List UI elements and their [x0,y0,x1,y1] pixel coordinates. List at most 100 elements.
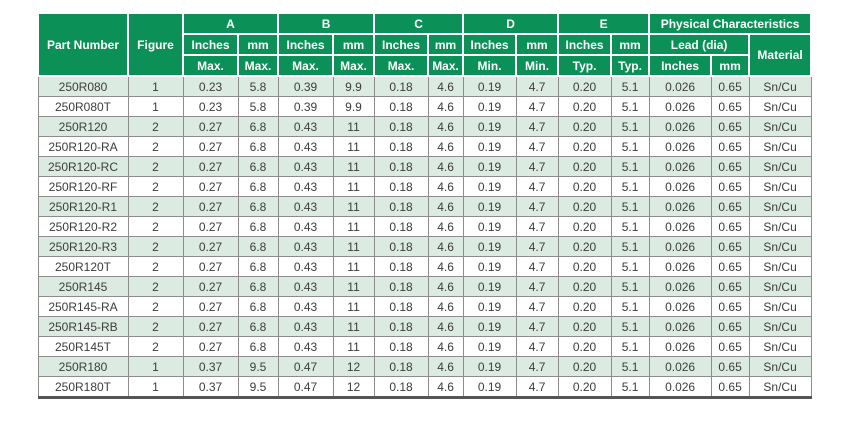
value-cell: 0.19 [462,156,517,177]
value-cell: 4.6 [427,256,464,277]
value-cell: 2 [127,336,184,357]
value-cell: Sn/Cu [748,376,812,398]
value-cell: 0.20 [557,356,612,377]
value-cell: 4.6 [427,196,464,217]
part-number-cell: 250R145-RB [37,316,129,337]
value-cell: 4.7 [515,156,559,177]
value-cell: 0.43 [277,316,334,337]
value-cell: 5.1 [610,296,650,317]
value-cell: 0.23 [182,75,239,97]
value-cell: 0.18 [373,196,429,217]
value-cell: 4.6 [427,336,464,357]
header-e-mm: mm [610,33,651,56]
table-row: 250R145-RA 2 0.27 6.8 0.43 11 0.18 4.6 0.19 4.7 0.… [37,296,812,317]
header-d-inches-min: Min. [462,54,518,77]
header-group-e: E [557,12,651,35]
value-cell: 0.27 [182,296,239,317]
header-lead-inches: Inches [648,54,713,77]
value-cell: 0.39 [277,75,334,97]
header-physical-characteristics: Physical Characteristics [648,12,813,35]
value-cell: 4.7 [515,356,559,377]
value-cell: 0.27 [182,256,239,277]
part-number-cell: 250R180T [37,376,129,398]
value-cell: 0.026 [648,136,712,157]
value-cell: 4.7 [515,296,559,317]
value-cell: 6.8 [237,196,279,217]
header-row-qualifiers: Max. Max. Max. Max. Max. Max. Min. Min. … [38,54,811,77]
value-cell: 1 [127,96,184,117]
value-cell: 0.43 [277,156,334,177]
value-cell: 2 [127,256,184,277]
value-cell: 5.1 [610,75,650,97]
header-material: Material [748,33,813,77]
value-cell: 0.20 [557,96,612,117]
value-cell: 0.20 [557,376,612,398]
value-cell: 6.8 [237,136,279,157]
value-cell: Sn/Cu [748,196,812,217]
spec-table: Part Number Figure A B C D E Physical Ch… [37,12,813,399]
value-cell: 0.37 [182,356,239,377]
part-number-cell: 250R120-R2 [37,216,129,237]
value-cell: 0.19 [462,216,517,237]
value-cell: 11 [332,196,375,217]
value-cell: 4.6 [427,96,464,117]
value-cell: Sn/Cu [748,216,812,237]
value-cell: 0.026 [648,316,712,337]
value-cell: 11 [332,116,375,137]
value-cell: 0.19 [462,116,517,137]
value-cell: 6.8 [237,256,279,277]
value-cell: 5.1 [610,136,650,157]
header-b-inches-max: Max. [277,54,335,77]
header-c-mm-max: Max. [427,54,465,77]
value-cell: Sn/Cu [748,176,812,197]
value-cell: 4.6 [427,216,464,237]
header-e-inches-typ: Typ. [557,54,613,77]
value-cell: 0.27 [182,176,239,197]
value-cell: 0.27 [182,236,239,257]
value-cell: 0.43 [277,116,334,137]
value-cell: 0.20 [557,256,612,277]
table-row: 250R120-R2 2 0.27 6.8 0.43 11 0.18 4.6 0.19 4.7 0.… [37,216,812,237]
value-cell: Sn/Cu [748,136,812,157]
value-cell: 9.9 [332,96,375,117]
value-cell: 0.19 [462,296,517,317]
value-cell: 0.43 [277,136,334,157]
value-cell: 2 [127,276,184,297]
value-cell: 0.65 [710,96,750,117]
header-a-inches-max: Max. [182,54,239,77]
value-cell: 0.65 [710,236,750,257]
table-row: 250R145T 2 0.27 6.8 0.43 11 0.18 4.6 0.19 4.7 0.20… [37,336,812,357]
value-cell: 4.6 [427,116,464,137]
value-cell: 4.6 [427,296,464,317]
value-cell: 0.18 [373,216,429,237]
value-cell: 0.43 [277,216,334,237]
value-cell: 0.65 [710,336,750,357]
value-cell: 5.1 [610,236,650,257]
table-row: 250R120 2 0.27 6.8 0.43 11 0.18 4.6 0.19 4.7 0.20 5… [37,116,812,137]
header-lead-mm: mm [710,54,751,77]
value-cell: 0.026 [648,356,712,377]
value-cell: 0.20 [557,276,612,297]
part-number-cell: 250R145-RA [37,296,129,317]
table-row: 250R180T 1 0.37 9.5 0.47 12 0.18 4.6 0.19 4.7 0.20… [37,376,812,398]
value-cell: 4.6 [427,75,464,97]
value-cell: Sn/Cu [748,75,812,97]
part-number-cell: 250R120-R1 [37,196,129,217]
value-cell: Sn/Cu [748,336,812,357]
value-cell: 6.8 [237,156,279,177]
value-cell: 0.20 [557,196,612,217]
value-cell: 0.65 [710,136,750,157]
header-c-inches: Inches [373,33,430,56]
value-cell: 11 [332,296,375,317]
value-cell: 0.19 [462,356,517,377]
part-number-cell: 250R120-R3 [37,236,129,257]
value-cell: 12 [332,356,375,377]
value-cell: 0.026 [648,376,712,398]
value-cell: 0.27 [182,336,239,357]
header-group-b: B [277,12,376,35]
value-cell: 0.18 [373,296,429,317]
value-cell: 0.23 [182,96,239,117]
value-cell: 0.37 [182,376,239,398]
header-c-mm: mm [427,33,465,56]
value-cell: 0.026 [648,296,712,317]
